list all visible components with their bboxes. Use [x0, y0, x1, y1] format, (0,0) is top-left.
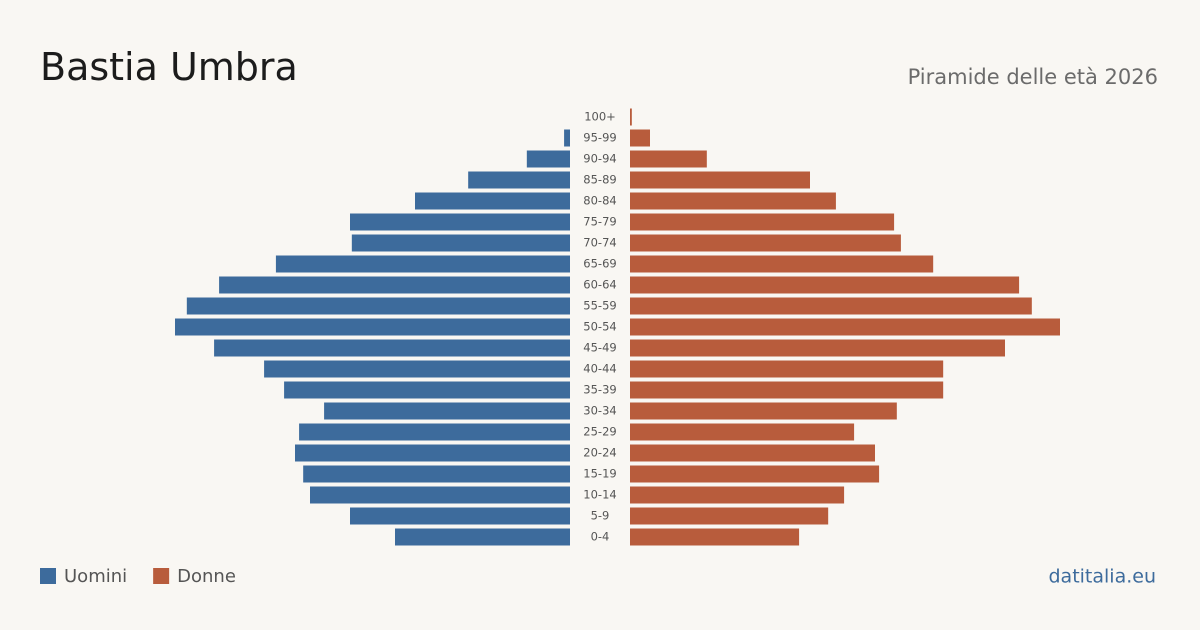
- bar: [630, 423, 855, 441]
- bar: [630, 465, 880, 483]
- bar: [630, 507, 829, 525]
- category-label: 75-79: [583, 215, 616, 229]
- bar: [630, 192, 836, 210]
- category-label: 45-49: [583, 341, 616, 355]
- bar: [175, 318, 570, 336]
- category-label: 95-99: [583, 131, 616, 145]
- bar: [295, 444, 570, 462]
- chart-title: Bastia Umbra: [40, 45, 298, 89]
- legend-label: Uomini: [64, 566, 127, 587]
- category-label: 100+: [584, 110, 616, 124]
- bar: [630, 486, 845, 504]
- bar: [630, 381, 944, 399]
- category-label: 15-19: [583, 467, 616, 481]
- bar: [324, 402, 570, 420]
- bar: [303, 465, 570, 483]
- bar: [630, 318, 1060, 336]
- category-label: 70-74: [583, 236, 616, 250]
- category-label: 25-29: [583, 425, 616, 439]
- bar: [350, 213, 570, 231]
- category-label: 35-39: [583, 383, 616, 397]
- bar: [275, 255, 570, 273]
- bar: [395, 528, 570, 546]
- legend-label: Donne: [177, 566, 236, 587]
- bar: [630, 255, 934, 273]
- bar: [630, 234, 901, 252]
- category-label: 20-24: [583, 446, 616, 460]
- category-label: 65-69: [583, 257, 616, 271]
- bar: [630, 444, 875, 462]
- legend-swatch: [153, 568, 170, 584]
- bar: [214, 339, 570, 357]
- category-label: 60-64: [583, 278, 616, 292]
- bar: [310, 486, 570, 504]
- bar: [284, 381, 570, 399]
- bar: [350, 507, 570, 525]
- category-label: 10-14: [583, 488, 616, 502]
- bar: [299, 423, 570, 441]
- category-label: 40-44: [583, 362, 616, 376]
- category-label: 30-34: [583, 404, 616, 418]
- bar: [264, 360, 570, 378]
- bar: [630, 339, 1005, 357]
- source: datitalia.eu: [1049, 566, 1157, 588]
- bar: [564, 129, 570, 147]
- category-label: 50-54: [583, 320, 616, 334]
- bar: [415, 192, 570, 210]
- category-label: 0-4: [591, 530, 610, 544]
- bar: [630, 402, 897, 420]
- bar: [186, 297, 570, 315]
- category-label: 85-89: [583, 173, 616, 187]
- bar: [630, 360, 944, 378]
- category-label: 80-84: [583, 194, 616, 208]
- bar: [219, 276, 570, 294]
- legend-swatch: [40, 568, 56, 584]
- bar: [630, 213, 895, 231]
- bar: [630, 276, 1020, 294]
- chart-subtitle: Piramide delle età 2026: [908, 65, 1158, 89]
- bar: [351, 234, 570, 252]
- bar: [630, 150, 707, 168]
- bar: [468, 171, 570, 189]
- category-label: 90-94: [583, 152, 616, 166]
- category-label: 5-9: [591, 509, 610, 523]
- bar: [526, 150, 570, 168]
- bar: [630, 297, 1032, 315]
- bar: [630, 108, 632, 126]
- bar: [630, 129, 650, 147]
- bar: [630, 171, 810, 189]
- category-label: 55-59: [583, 299, 616, 313]
- bar: [630, 528, 800, 546]
